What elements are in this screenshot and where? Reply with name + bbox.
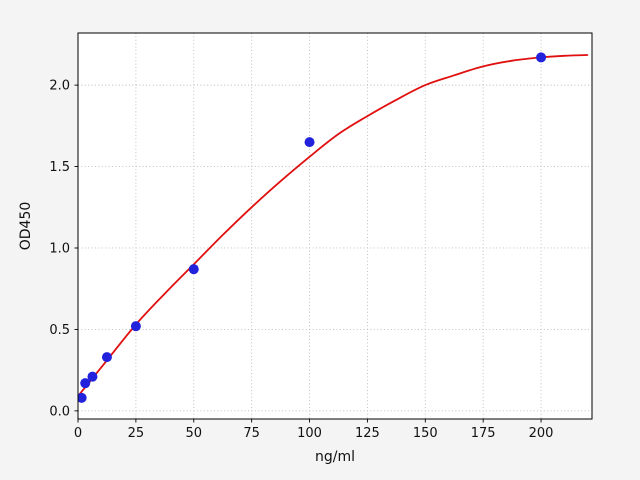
y-tick-label: 2.0 xyxy=(49,79,70,94)
plot-area xyxy=(78,33,592,419)
x-axis-label: ng/ml xyxy=(315,449,355,465)
y-axis-label: OD450 xyxy=(18,202,34,251)
y-tick-label: 0.0 xyxy=(49,404,70,419)
x-tick-label: 75 xyxy=(243,426,260,441)
y-tick-label: 0.5 xyxy=(49,323,70,338)
data-point xyxy=(130,321,141,332)
y-tick-label: 1.5 xyxy=(49,160,70,175)
fit-curve xyxy=(78,54,589,398)
x-tick-label: 0 xyxy=(74,426,82,441)
data-point xyxy=(536,52,547,63)
x-tick-label: 25 xyxy=(128,426,145,441)
x-tick-label: 150 xyxy=(413,426,438,441)
x-tick-label: 200 xyxy=(529,426,554,441)
data-point xyxy=(80,378,91,389)
data-point xyxy=(304,137,315,148)
x-tick-label: 100 xyxy=(297,426,322,441)
data-point xyxy=(188,264,199,275)
axes-spines xyxy=(77,32,593,420)
x-tick-label: 50 xyxy=(185,426,202,441)
x-tick-label: 125 xyxy=(355,426,380,441)
data-point xyxy=(87,371,98,382)
data-point xyxy=(78,392,87,403)
data-layer xyxy=(78,52,589,403)
x-tick-label: 175 xyxy=(471,426,496,441)
gridlines xyxy=(77,33,592,419)
y-tick-label: 1.0 xyxy=(49,241,70,256)
axis-ticks: 0 25 50 75 100 125 150 175 200 0.0 0.5 1.0 1.5 2.0 xyxy=(49,79,553,441)
data-point xyxy=(101,352,112,363)
